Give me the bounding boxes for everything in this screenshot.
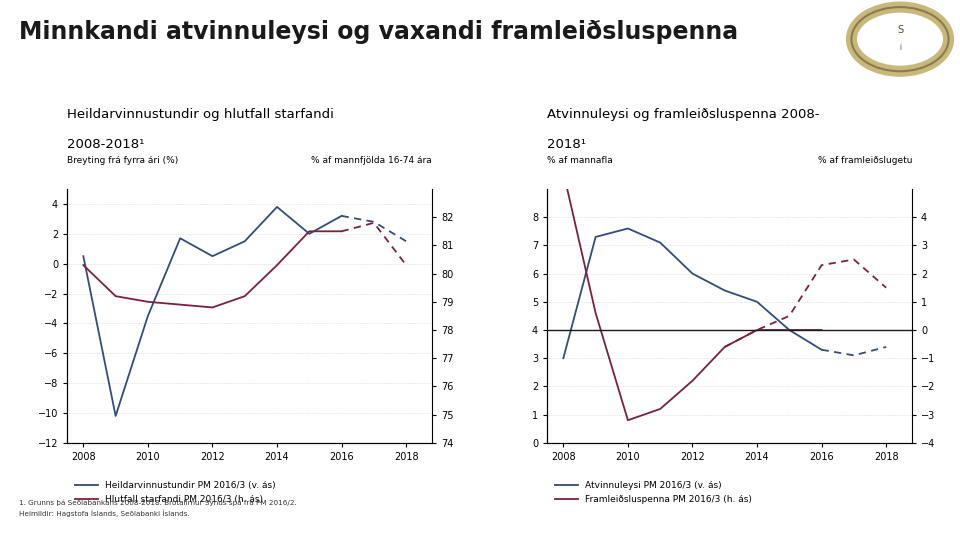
Text: 2018¹: 2018¹ — [547, 138, 587, 151]
Text: Atvinnuleysi og framleiðsluspenna 2008-: Atvinnuleysi og framleiðsluspenna 2008- — [547, 108, 820, 121]
Text: • Líkt og í PM 16/2 er spáð tæplega 3% fjölgun heildarvinnustunda í ár og um 2½%: • Líkt og í PM 16/2 er spáð tæplega 3% f… — [14, 86, 620, 108]
Legend: Heildarvinnustundir PM 2016/3 (v. ás), Hlutfall starfandi PM 2016/3 (h. ás): Heildarvinnustundir PM 2016/3 (v. ás), H… — [72, 478, 279, 508]
Text: Minnkandi atvinnuleysi og vaxandi framleiðsluspenna: Minnkandi atvinnuleysi og vaxandi framle… — [19, 21, 738, 44]
Text: S: S — [897, 25, 903, 36]
Text: • Atvinnuleysi heldur áfram að minnka og skýr merki eru um vaxandi framleiðslusp: • Atvinnuleysi heldur áfram að minnka og… — [14, 135, 629, 157]
Text: Í: Í — [899, 45, 901, 51]
Text: 2008-2018¹: 2008-2018¹ — [67, 138, 145, 151]
Text: % af mannafla: % af mannafla — [547, 156, 612, 165]
Text: % af framleiðslugetu: % af framleiðslugetu — [818, 156, 912, 165]
Legend: Atvinnuleysi PM 2016/3 (v. ás), Framleiðsluspenna PM 2016/3 (h. ás): Atvinnuleysi PM 2016/3 (v. ás), Framleið… — [552, 478, 756, 508]
Text: 1. Grunns þá Seðlabankans 2008-2018. Brotalirnur Sýnus spá frá PM 2016/2.
Heimil: 1. Grunns þá Seðlabankans 2008-2018. Bro… — [19, 500, 297, 517]
Text: % af mannfjölda 16-74 ára: % af mannfjölda 16-74 ára — [311, 156, 432, 165]
Text: Heildarvinnustundir og hlutfall starfandi: Heildarvinnustundir og hlutfall starfand… — [67, 108, 334, 121]
Text: Breyting frá fyrra ári (%): Breyting frá fyrra ári (%) — [67, 156, 179, 165]
